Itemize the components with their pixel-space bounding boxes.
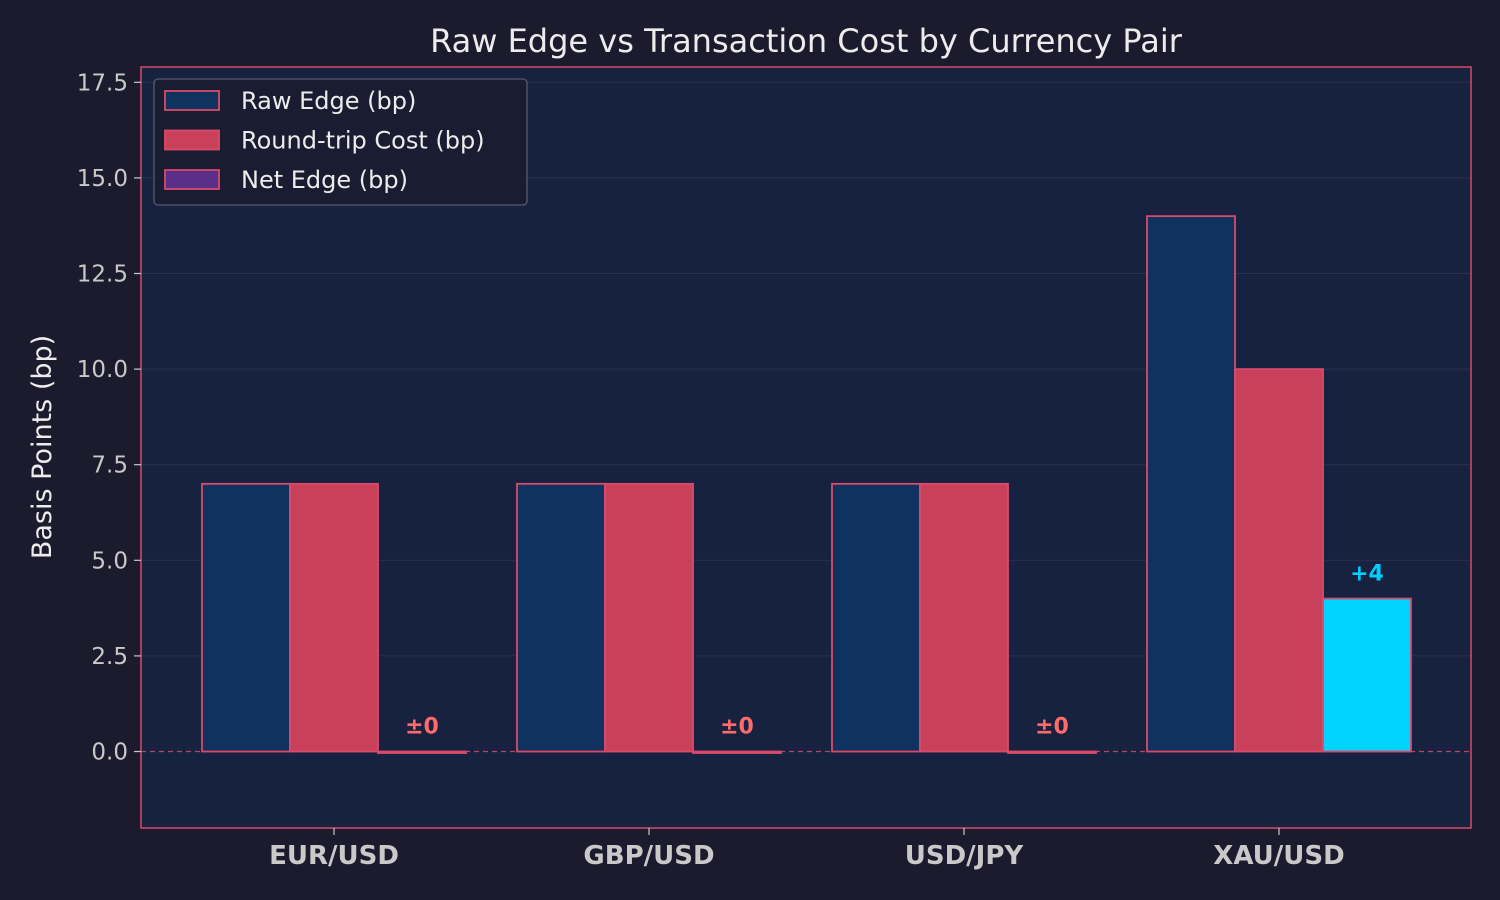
- legend-label-1: Round-trip Cost (bp): [241, 127, 485, 155]
- legend-label-0: Raw Edge (bp): [241, 87, 416, 115]
- legend-label-2: Net Edge (bp): [241, 166, 408, 194]
- net-label-usd-jpy: ±0: [1035, 715, 1069, 740]
- y-tick-label-3: 7.5: [91, 453, 128, 479]
- chart-title: Raw Edge vs Transaction Cost by Currency…: [430, 22, 1183, 60]
- net-label-gbp-usd: ±0: [720, 715, 754, 740]
- legend-box: [153, 78, 528, 206]
- legend-swatch-0: [164, 90, 220, 111]
- x-tick-label-1: GBP/USD: [583, 841, 714, 871]
- net-label-xau-usd: +4: [1350, 562, 1384, 587]
- y-tick-label-1: 2.5: [91, 644, 128, 670]
- legend-swatch-2: [164, 169, 220, 190]
- bar-raw-eur-usd: [201, 482, 291, 753]
- plot-frame: [140, 66, 1472, 829]
- bar-net-xau-usd: [1322, 597, 1412, 753]
- bar-raw-xau-usd: [1146, 215, 1236, 753]
- bars: [201, 215, 1412, 754]
- bar-net-usd-jpy: [1007, 750, 1097, 754]
- y-tick-label-6: 15.0: [77, 166, 128, 192]
- y-tick-label-0: 0.0: [91, 740, 128, 766]
- legend: Raw Edge (bp) Round-trip Cost (bp) Net Edg…: [153, 78, 528, 206]
- y-axis-label: Basis Points (bp): [27, 335, 58, 559]
- x-tick-label-3: XAU/USD: [1213, 841, 1344, 871]
- bar-net-gbp-usd: [692, 750, 782, 754]
- x-axis: EUR/USD GBP/USD USD/JPY XAU/USD: [269, 828, 1345, 871]
- bar-round-trip-gbp-usd: [604, 482, 694, 753]
- y-tick-label-2: 5.0: [91, 548, 128, 574]
- bar-round-trip-xau-usd: [1234, 368, 1324, 753]
- x-tick-label-0: EUR/USD: [269, 841, 399, 871]
- net-label-eur-usd: ±0: [405, 715, 439, 740]
- legend-swatch-1: [164, 129, 220, 151]
- y-tick-label-4: 10.0: [77, 357, 128, 383]
- bar-round-trip-eur-usd: [289, 482, 379, 753]
- bar-round-trip-usd-jpy: [919, 482, 1009, 753]
- y-tick-label-7: 17.5: [77, 70, 128, 96]
- y-tick-label-5: 12.5: [77, 262, 128, 288]
- y-axis: 0.0 2.5 5.0 7.5 10.0 12.5 15.0 17.5: [77, 70, 141, 766]
- bar-net-eur-usd: [377, 750, 467, 754]
- bar-raw-gbp-usd: [516, 482, 606, 753]
- x-tick-label-2: USD/JPY: [905, 841, 1025, 871]
- net-labels: ±0 ±0 ±0 +4: [405, 562, 1384, 740]
- bar-raw-usd-jpy: [831, 482, 921, 753]
